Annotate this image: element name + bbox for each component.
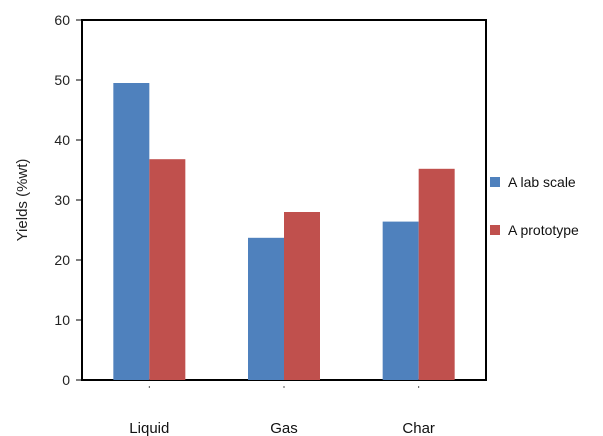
y-tick-label: 30 (54, 192, 70, 208)
y-axis: 0 10 20 30 40 50 60 (54, 12, 82, 388)
bar-a-lab-scale-char (382, 221, 419, 380)
legend-swatch (490, 177, 500, 187)
legend: A lab scale A prototype (490, 174, 579, 238)
y-tick-label: 50 (54, 72, 70, 88)
x-axis: Liquid Gas Char (129, 386, 435, 436)
bar-a-lab-scale-gas (248, 237, 284, 380)
bar-a-prototype-gas (284, 212, 320, 380)
x-category-label: Liquid (129, 420, 169, 436)
y-tick-label: 10 (54, 312, 70, 328)
x-category-label: Char (402, 420, 435, 436)
legend-label: A lab scale (508, 174, 576, 190)
y-tick-label: 0 (62, 372, 70, 388)
legend-label: A prototype (508, 222, 579, 238)
bar-a-lab-scale-liquid (113, 83, 150, 380)
y-axis-title: Yields (%wt) (14, 159, 31, 242)
bars-layer (113, 83, 455, 380)
y-tick-label: 40 (54, 132, 70, 148)
bar-a-prototype-char (418, 168, 455, 380)
x-category-label: Gas (270, 420, 298, 436)
y-tick-label: 60 (54, 12, 70, 28)
y-tick-label: 20 (54, 252, 70, 268)
bar-a-prototype-liquid (149, 159, 186, 380)
legend-swatch (490, 225, 500, 235)
